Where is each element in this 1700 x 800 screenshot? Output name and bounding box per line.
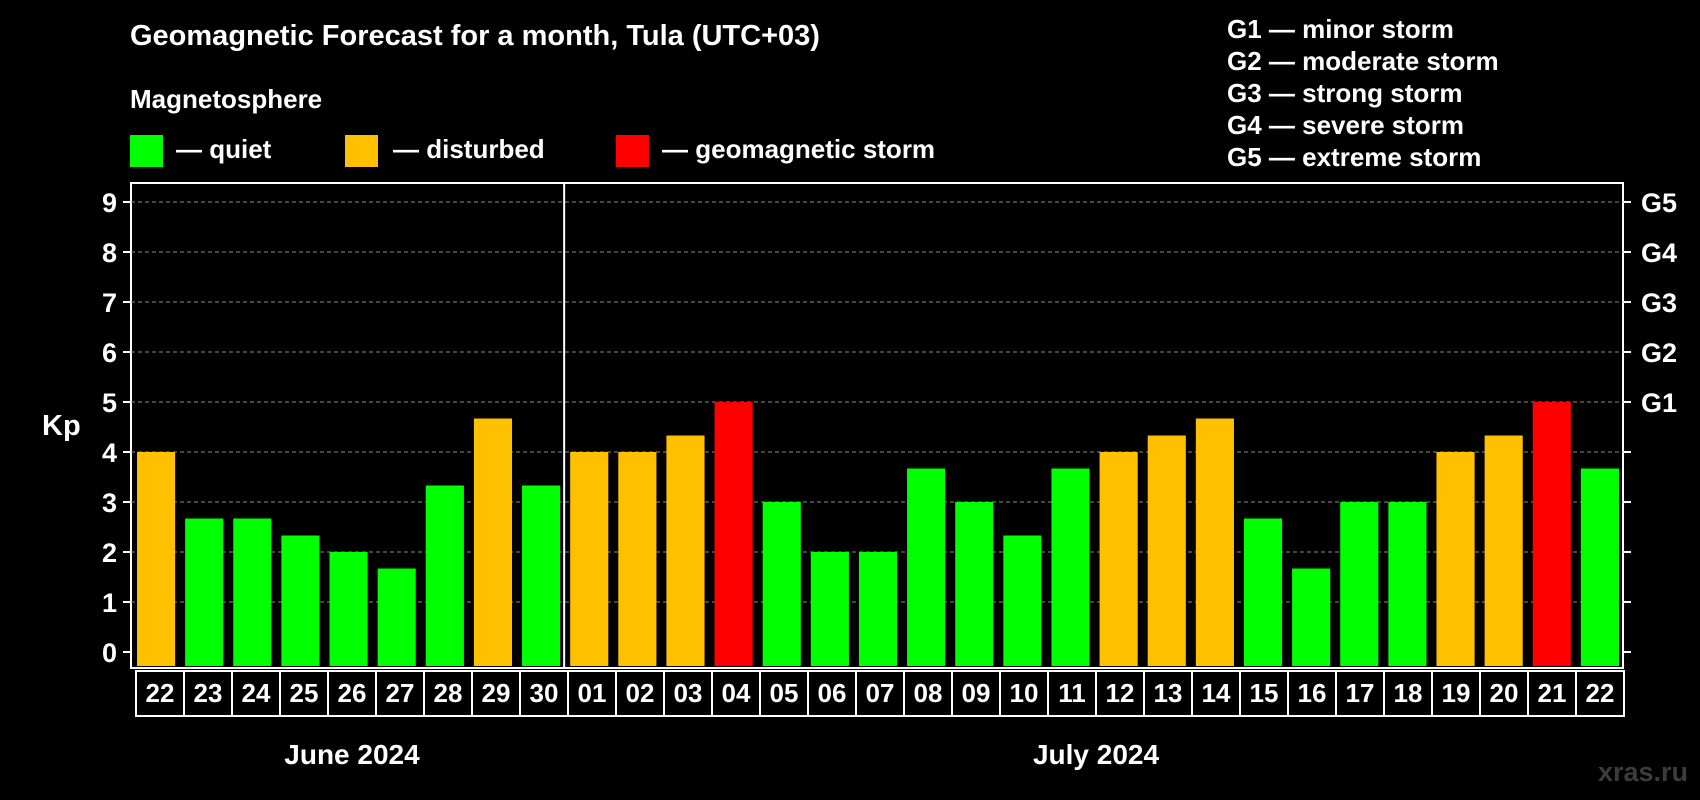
legend-swatch-disturbed bbox=[345, 135, 378, 167]
g-level-label: G4 bbox=[1641, 238, 1677, 268]
date-label: 15 bbox=[1250, 678, 1279, 708]
storm-scale-g5: G5 — extreme storm bbox=[1227, 142, 1482, 172]
bar bbox=[1243, 518, 1283, 666]
bar bbox=[1340, 502, 1379, 666]
chart-title: Geomagnetic Forecast for a month, Tula (… bbox=[130, 20, 820, 52]
bar bbox=[570, 452, 609, 666]
date-label: 02 bbox=[626, 678, 655, 708]
legend-label-quiet: — quiet bbox=[176, 134, 272, 164]
bar bbox=[1147, 435, 1186, 666]
date-label: 23 bbox=[194, 678, 223, 708]
y-tick-label: 9 bbox=[102, 188, 117, 218]
y-tick-label: 6 bbox=[102, 338, 117, 368]
storm-scale-g2: G2 — moderate storm bbox=[1227, 46, 1499, 76]
date-label: 05 bbox=[770, 678, 799, 708]
date-label: 25 bbox=[290, 678, 319, 708]
bar bbox=[1484, 435, 1523, 666]
date-label: 22 bbox=[146, 678, 175, 708]
date-label: 22 bbox=[1586, 678, 1615, 708]
legend-swatch-quiet bbox=[130, 135, 163, 167]
bar bbox=[185, 518, 224, 666]
bar bbox=[425, 485, 464, 666]
y-tick-label: 7 bbox=[102, 288, 117, 318]
month-label: June 2024 bbox=[284, 739, 420, 770]
bar bbox=[233, 518, 272, 666]
date-label: 16 bbox=[1298, 678, 1327, 708]
bar bbox=[1532, 402, 1571, 666]
bar bbox=[1003, 535, 1042, 666]
bar bbox=[1580, 468, 1619, 666]
date-label: 08 bbox=[914, 678, 943, 708]
y-axis-label: Kp bbox=[42, 410, 81, 442]
legend-label-storm: — geomagnetic storm bbox=[662, 134, 936, 164]
bar bbox=[281, 535, 320, 666]
bar bbox=[137, 452, 176, 666]
date-label: 13 bbox=[1154, 678, 1183, 708]
y-tick-label: 0 bbox=[102, 638, 117, 668]
bar bbox=[1388, 502, 1427, 666]
legend-label-disturbed: — disturbed bbox=[393, 134, 545, 164]
date-label: 11 bbox=[1058, 678, 1086, 708]
date-label: 20 bbox=[1490, 678, 1519, 708]
date-label: 06 bbox=[818, 678, 847, 708]
date-label: 21 bbox=[1538, 678, 1567, 708]
bar bbox=[714, 402, 753, 666]
date-label: 04 bbox=[722, 678, 751, 708]
date-label: 27 bbox=[386, 678, 415, 708]
date-label: 09 bbox=[962, 678, 991, 708]
month-label: July 2024 bbox=[1033, 739, 1160, 770]
date-label: 03 bbox=[674, 678, 703, 708]
bar bbox=[1436, 452, 1475, 666]
date-label: 18 bbox=[1394, 678, 1423, 708]
bar bbox=[473, 418, 513, 666]
date-label: 07 bbox=[866, 678, 895, 708]
date-label: 26 bbox=[338, 678, 367, 708]
g-level-label: G2 bbox=[1641, 338, 1677, 368]
bar bbox=[377, 568, 416, 666]
date-label: 24 bbox=[242, 678, 271, 708]
bar bbox=[522, 485, 561, 666]
storm-scale-g4: G4 — severe storm bbox=[1227, 110, 1465, 140]
g-level-label: G5 bbox=[1641, 188, 1677, 218]
g-level-label: G3 bbox=[1641, 288, 1677, 318]
date-label: 30 bbox=[530, 678, 559, 708]
date-label: 29 bbox=[482, 678, 511, 708]
g-level-label: G1 bbox=[1641, 388, 1677, 418]
y-tick-label: 1 bbox=[102, 588, 117, 618]
date-label: 28 bbox=[434, 678, 463, 708]
bar bbox=[762, 502, 801, 666]
bar bbox=[1099, 452, 1138, 666]
date-label: 19 bbox=[1442, 678, 1471, 708]
bar bbox=[955, 502, 994, 666]
bar bbox=[618, 452, 657, 666]
storm-scale-legend: G1 — minor storm G2 — moderate storm G3 … bbox=[1227, 13, 1499, 173]
bar bbox=[858, 552, 898, 666]
y-tick-label: 2 bbox=[102, 538, 117, 568]
y-tick-label: 5 bbox=[102, 388, 117, 418]
plot-frame bbox=[130, 182, 1624, 669]
bar bbox=[666, 435, 705, 666]
bar bbox=[1195, 418, 1234, 666]
date-label: 14 bbox=[1202, 678, 1231, 708]
y-tick-label: 3 bbox=[102, 488, 117, 518]
y-tick-label: 8 bbox=[102, 238, 117, 268]
bar bbox=[907, 468, 946, 666]
y-tick-label: 4 bbox=[102, 438, 117, 468]
storm-scale-g1: G1 — minor storm bbox=[1227, 14, 1454, 44]
date-label: 17 bbox=[1346, 678, 1375, 708]
bar bbox=[1292, 568, 1331, 666]
legend-heading: Magnetosphere bbox=[130, 84, 323, 114]
date-label: 12 bbox=[1106, 678, 1135, 708]
date-label: 01 bbox=[578, 678, 607, 708]
bar bbox=[329, 552, 368, 666]
storm-scale-g3: G3 — strong storm bbox=[1227, 78, 1463, 108]
legend-swatch-storm bbox=[616, 135, 649, 167]
watermark: xras.ru bbox=[1597, 757, 1688, 787]
bar bbox=[810, 552, 849, 666]
bar bbox=[1051, 468, 1090, 666]
date-label: 10 bbox=[1010, 678, 1039, 708]
date-cell bbox=[1575, 670, 1625, 717]
